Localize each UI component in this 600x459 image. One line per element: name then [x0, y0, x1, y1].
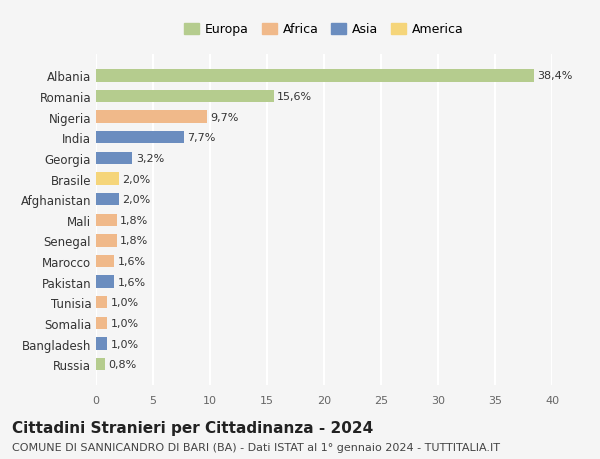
- Text: 1,6%: 1,6%: [118, 257, 146, 267]
- Text: 3,2%: 3,2%: [136, 154, 164, 163]
- Text: 1,0%: 1,0%: [111, 339, 139, 349]
- Bar: [96, 255, 114, 268]
- Bar: [96, 317, 107, 330]
- Bar: [96, 152, 133, 165]
- Bar: [96, 297, 107, 309]
- Bar: [96, 91, 274, 103]
- Bar: [96, 111, 206, 123]
- Bar: [96, 173, 119, 185]
- Bar: [96, 214, 116, 226]
- Text: 1,8%: 1,8%: [120, 236, 148, 246]
- Text: 9,7%: 9,7%: [210, 112, 238, 123]
- Bar: [96, 70, 534, 83]
- Legend: Europa, Africa, Asia, America: Europa, Africa, Asia, America: [179, 18, 469, 41]
- Bar: [96, 276, 114, 288]
- Bar: [96, 358, 105, 370]
- Text: 15,6%: 15,6%: [277, 92, 313, 102]
- Text: 1,0%: 1,0%: [111, 297, 139, 308]
- Text: 38,4%: 38,4%: [537, 71, 572, 81]
- Text: 0,8%: 0,8%: [109, 359, 137, 369]
- Text: COMUNE DI SANNICANDRO DI BARI (BA) - Dati ISTAT al 1° gennaio 2024 - TUTTITALIA.: COMUNE DI SANNICANDRO DI BARI (BA) - Dat…: [12, 442, 500, 452]
- Bar: [96, 194, 119, 206]
- Text: 2,0%: 2,0%: [122, 174, 151, 184]
- Text: 1,0%: 1,0%: [111, 318, 139, 328]
- Text: Cittadini Stranieri per Cittadinanza - 2024: Cittadini Stranieri per Cittadinanza - 2…: [12, 420, 373, 435]
- Text: 7,7%: 7,7%: [187, 133, 215, 143]
- Bar: [96, 338, 107, 350]
- Bar: [96, 235, 116, 247]
- Text: 1,6%: 1,6%: [118, 277, 146, 287]
- Bar: [96, 132, 184, 144]
- Text: 2,0%: 2,0%: [122, 195, 151, 205]
- Text: 1,8%: 1,8%: [120, 215, 148, 225]
